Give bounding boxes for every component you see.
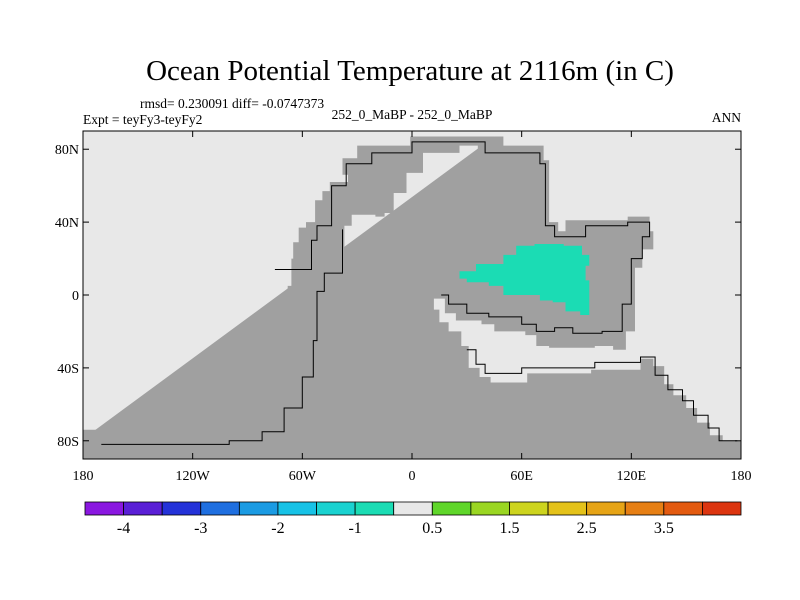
- tethys-positive-anomaly: [459, 244, 590, 315]
- colorbar: -4 -3 -2 -1 0.5 1.5 2.5 3.5: [84, 501, 742, 537]
- colorbar-box: [470, 501, 510, 516]
- y-tick-label: 40N: [55, 216, 79, 231]
- colorbar-label: 3.5: [654, 520, 674, 537]
- colorbar-label: 0.5: [422, 520, 442, 537]
- colorbar-label: -4: [117, 520, 130, 537]
- y-tick-label: 80S: [57, 435, 79, 450]
- colorbar-box: [316, 501, 356, 516]
- x-tick-label: 60E: [510, 469, 533, 484]
- colorbar-label: 2.5: [577, 520, 597, 537]
- y-axis: 80N 40N 0 40S 80S: [55, 143, 741, 450]
- pangea-east-landmass: [83, 136, 741, 459]
- colorbar-box: [354, 501, 395, 516]
- y-tick-label: 0: [72, 289, 79, 304]
- colorbar-box: [393, 501, 433, 516]
- colorbar-box: [663, 501, 703, 516]
- case-text: 252_0_MaBP - 252_0_MaBP: [332, 107, 493, 122]
- x-axis: 180 120W 60W 0 60E 120E 180: [73, 131, 752, 484]
- colorbar-label: 1.5: [499, 520, 519, 537]
- regions-layer: [83, 136, 741, 459]
- y-tick-label: 40S: [57, 362, 79, 377]
- colorbar-box: [200, 501, 240, 516]
- colorbar-box: [84, 501, 124, 516]
- colorbar-label: -2: [271, 520, 284, 537]
- season-text: ANN: [712, 110, 741, 125]
- x-tick-label: 120E: [617, 469, 647, 484]
- colorbar-box: [161, 501, 202, 516]
- map-plot-area: [82, 130, 742, 460]
- colorbar-box: [702, 501, 742, 516]
- x-tick-label: 180: [731, 469, 752, 484]
- x-tick-label: 60W: [289, 469, 317, 484]
- y-tick-label: 80N: [55, 143, 79, 158]
- colorbar-box: [509, 501, 549, 516]
- colorbar-box: [238, 501, 279, 516]
- coastline-west: [101, 229, 343, 445]
- experiment-text: Expt = teyFy3-teyFy2: [83, 112, 202, 127]
- chart-title: Ocean Potential Temperature at 2116m (in…: [146, 55, 674, 87]
- coastline-south: [466, 349, 738, 442]
- colorbar-box: [277, 501, 317, 516]
- x-tick-label: 180: [73, 469, 94, 484]
- colorbar-box: [624, 501, 665, 516]
- colorbar-label: -3: [194, 520, 207, 537]
- x-tick-label: 120W: [176, 469, 211, 484]
- stats-text: rmsd= 0.230091 diff= -0.0747373: [140, 96, 324, 111]
- colorbar-box: [586, 501, 626, 516]
- x-tick-label: 0: [409, 469, 416, 484]
- coastline: [274, 141, 651, 334]
- colorbar-box: [431, 501, 472, 516]
- colorbar-box: [547, 501, 588, 516]
- colorbar-label: -1: [348, 520, 361, 537]
- colorbar-box: [123, 501, 163, 516]
